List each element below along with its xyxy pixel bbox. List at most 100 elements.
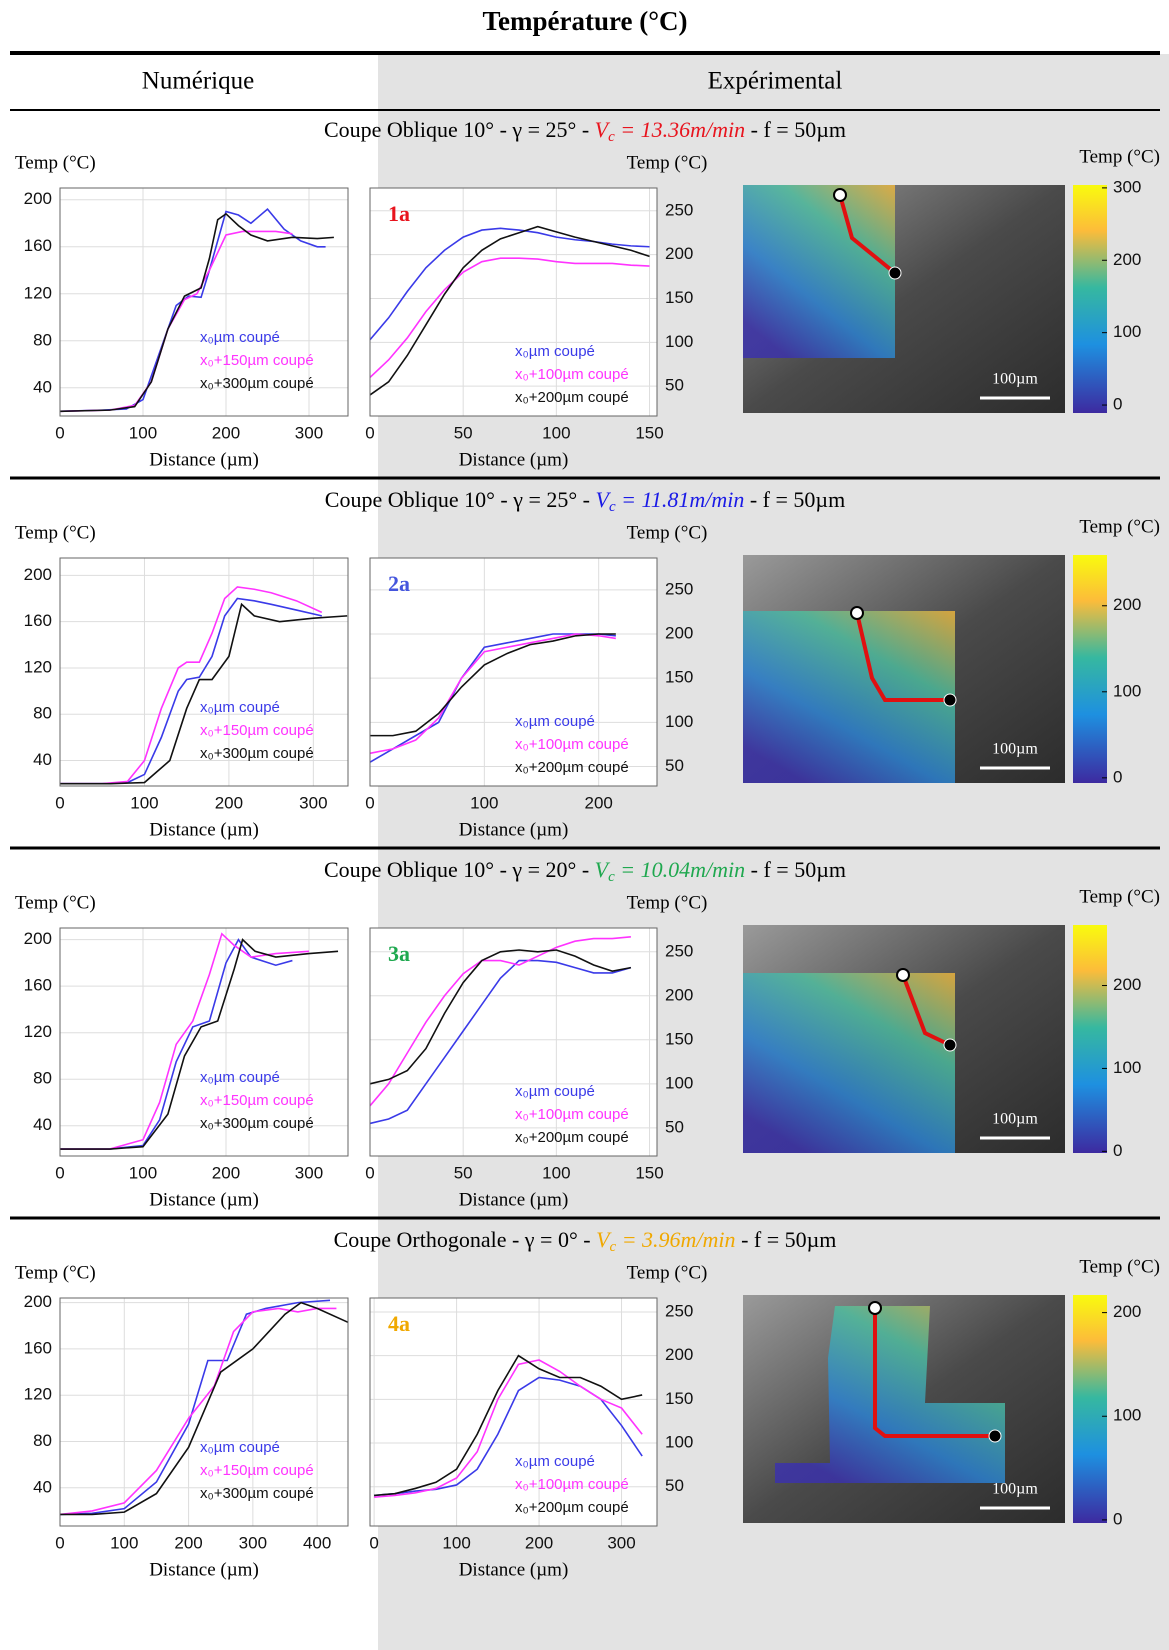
- colorbar: [1073, 185, 1107, 413]
- speed-value: = 11.81m/min: [616, 487, 745, 512]
- y-axis-label: Temp (°C): [15, 1262, 96, 1283]
- plot-frame: [369, 927, 658, 1157]
- x-tick-label: 0: [55, 1533, 64, 1552]
- x-tick-label: 300: [607, 1533, 635, 1552]
- tool-edge: [873, 1308, 995, 1438]
- legend-entry: x₀+300µm coupé: [200, 745, 314, 762]
- y-tick-label: 40: [33, 1477, 52, 1496]
- heading-text: - f = 50µm: [744, 487, 845, 512]
- legend-entry: x₀µm coupé: [515, 1453, 595, 1470]
- y-axis-label: Temp (°C): [15, 152, 96, 173]
- colorbar-tick-label: 0: [1113, 395, 1122, 414]
- x-axis-label: Distance (µm): [459, 449, 569, 470]
- y-axis-label: Temp (°C): [627, 522, 708, 543]
- plot-frame: [59, 927, 349, 1157]
- series-line: [60, 932, 310, 1150]
- y-tick-label: 200: [24, 565, 52, 584]
- x-tick-label: 150: [635, 423, 663, 442]
- legend-entry: x₀+100µm coupé: [515, 1476, 629, 1493]
- x-tick-label: 300: [295, 1163, 323, 1182]
- y-tick-label: 40: [33, 1115, 52, 1134]
- speed-symbol: V: [596, 487, 612, 512]
- x-tick-label: 0: [55, 423, 64, 442]
- y-axis-label: Temp (°C): [627, 1262, 708, 1283]
- legend-entry: x₀+150µm coupé: [200, 722, 314, 739]
- y-tick-label: 40: [33, 377, 52, 396]
- plot-area: [60, 558, 348, 786]
- row-heading: Coupe Oblique 10° - γ = 25° - Vc = 11.81…: [325, 487, 845, 515]
- x-tick-label: 200: [174, 1533, 202, 1552]
- series-line: [369, 257, 650, 378]
- edge-start: [833, 188, 847, 202]
- legend-entry: x₀+200µm coupé: [515, 1129, 629, 1146]
- plot-area: [60, 928, 348, 1156]
- colorbar-label: Temp (°C): [1079, 516, 1160, 537]
- series-line: [60, 1301, 349, 1516]
- series-line: [60, 586, 323, 785]
- x-tick-label: 0: [365, 793, 374, 812]
- heading-text: - f = 50µm: [736, 1227, 837, 1252]
- colorbar-label: Temp (°C): [1079, 1256, 1160, 1277]
- x-tick-label: 100: [110, 1533, 138, 1552]
- series-line: [369, 949, 632, 1085]
- x-axis-label: Distance (µm): [149, 1189, 259, 1210]
- colorbar-label: Temp (°C): [1079, 886, 1160, 907]
- y-tick-label: 150: [665, 288, 693, 307]
- legend-entry: x₀+150µm coupé: [200, 1092, 314, 1109]
- edge-end: [888, 266, 902, 280]
- colorbar-tick-label: 300: [1113, 177, 1141, 196]
- colorbar-tick-label: 100: [1113, 681, 1141, 700]
- legend-entry: x₀µm coupé: [200, 699, 280, 716]
- legend-entry: x₀+150µm coupé: [200, 352, 314, 369]
- y-tick-label: 40: [33, 750, 52, 769]
- y-tick-label: 120: [24, 283, 52, 302]
- plot-frame: [59, 557, 349, 787]
- legend-entry: x₀+150µm coupé: [200, 1462, 314, 1479]
- y-tick-label: 120: [24, 1385, 52, 1404]
- heading-text: Coupe Orthogonale - γ = 0° -: [334, 1227, 597, 1252]
- panel-label: 1a: [388, 201, 410, 226]
- x-tick-label: 200: [215, 793, 243, 812]
- colorbar-tick-label: 0: [1113, 1509, 1122, 1528]
- thermal-overlay: [775, 1306, 1005, 1483]
- legend-entry: x₀+100µm coupé: [515, 366, 629, 383]
- edge-start: [868, 1301, 882, 1315]
- colorbar-tick-label: 100: [1113, 322, 1141, 341]
- x-tick-label: 400: [303, 1533, 331, 1552]
- series-line: [60, 938, 339, 1150]
- plot-frame: [369, 1297, 658, 1527]
- series-line: [374, 1359, 643, 1498]
- tool-edge: [855, 612, 950, 702]
- plot-frame: [369, 557, 658, 787]
- plot-frame: [59, 187, 349, 417]
- y-tick-label: 120: [24, 1022, 52, 1041]
- heading-text: Coupe Oblique 10° - γ = 25° -: [324, 117, 595, 142]
- column-header: Numérique: [142, 68, 254, 95]
- legend-entry: x₀+300µm coupé: [200, 1115, 314, 1132]
- y-axis-label: Temp (°C): [627, 152, 708, 173]
- y-axis-label: Temp (°C): [15, 522, 96, 543]
- x-tick-label: 200: [212, 423, 240, 442]
- colorbar: [1073, 555, 1107, 783]
- legend-entry: x₀+200µm coupé: [515, 759, 629, 776]
- y-tick-label: 250: [665, 1301, 693, 1320]
- x-tick-label: 100: [442, 1533, 470, 1552]
- legend-entry: x₀+100µm coupé: [515, 736, 629, 753]
- colorbar: [1073, 1295, 1107, 1523]
- series-line: [369, 936, 631, 1107]
- y-tick-label: 160: [24, 976, 52, 995]
- plot-area: [60, 188, 348, 416]
- series-line: [60, 602, 348, 785]
- x-tick-label: 150: [635, 1163, 663, 1182]
- speed-value: = 10.04m/min: [615, 857, 745, 882]
- x-tick-label: 100: [542, 423, 570, 442]
- figure-title: Température (°C): [482, 6, 687, 36]
- panel-label: 3a: [388, 941, 410, 966]
- colorbar: [1073, 925, 1107, 1153]
- legend-entry: x₀µm coupé: [200, 1439, 280, 1456]
- speed-subscript: c: [608, 129, 615, 145]
- plot-frame: [369, 187, 658, 417]
- colorbar-tick-label: 200: [1113, 1302, 1141, 1321]
- speed-subscript: c: [610, 1239, 617, 1255]
- plot-area: [370, 558, 657, 786]
